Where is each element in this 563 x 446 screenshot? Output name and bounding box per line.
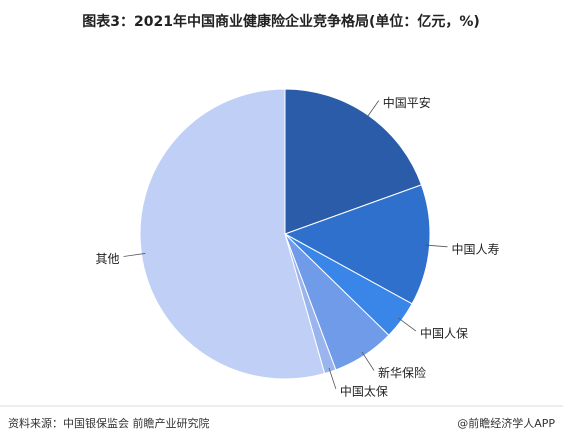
leader-line [123,253,146,257]
slice-label: 中国平安 [383,95,431,110]
slice-label: 其他 [96,252,120,266]
leader-line [425,244,448,248]
source: 资料来源：中国银保监会 前瞻产业研究院 [8,416,210,430]
leader-line [365,100,380,119]
leader-line [361,351,375,371]
slice-label: 中国人保 [420,326,468,341]
slice-label: 中国人寿 [451,241,499,256]
slice-label: 中国太保 [340,383,388,398]
slice-label: 新华保险 [378,365,426,380]
chart-title: 图表3：2021年中国商业健康险企业竞争格局(单位：亿元，%) [82,13,480,30]
credit: @前瞻经济学人APP [457,416,555,430]
leader-line [328,367,337,389]
leader-line [398,317,417,332]
